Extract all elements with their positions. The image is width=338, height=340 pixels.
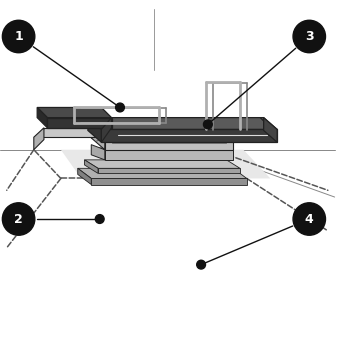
Circle shape: [293, 203, 325, 235]
Polygon shape: [264, 118, 277, 142]
Circle shape: [197, 260, 206, 269]
Text: 1: 1: [14, 30, 23, 43]
Polygon shape: [105, 150, 233, 160]
Polygon shape: [112, 136, 226, 143]
Polygon shape: [47, 118, 112, 128]
Polygon shape: [91, 114, 105, 150]
Circle shape: [95, 215, 104, 223]
Circle shape: [2, 20, 35, 53]
Polygon shape: [91, 126, 233, 138]
Text: 3: 3: [305, 30, 314, 43]
Polygon shape: [84, 160, 98, 173]
Circle shape: [203, 120, 212, 129]
Polygon shape: [91, 148, 233, 150]
Polygon shape: [34, 128, 105, 137]
Polygon shape: [37, 107, 47, 128]
Polygon shape: [34, 128, 44, 150]
Circle shape: [116, 103, 124, 112]
Polygon shape: [88, 118, 101, 142]
Polygon shape: [105, 126, 233, 150]
Circle shape: [2, 203, 35, 235]
Polygon shape: [101, 130, 277, 142]
Polygon shape: [78, 168, 91, 185]
Polygon shape: [91, 178, 247, 185]
Polygon shape: [101, 118, 112, 142]
Polygon shape: [78, 168, 247, 179]
Polygon shape: [61, 150, 270, 178]
Circle shape: [293, 20, 325, 53]
Polygon shape: [91, 144, 105, 160]
Text: 2: 2: [14, 212, 23, 225]
Polygon shape: [84, 160, 240, 168]
Polygon shape: [37, 107, 112, 118]
Polygon shape: [98, 168, 240, 173]
Polygon shape: [88, 118, 277, 130]
Text: 4: 4: [305, 212, 314, 225]
